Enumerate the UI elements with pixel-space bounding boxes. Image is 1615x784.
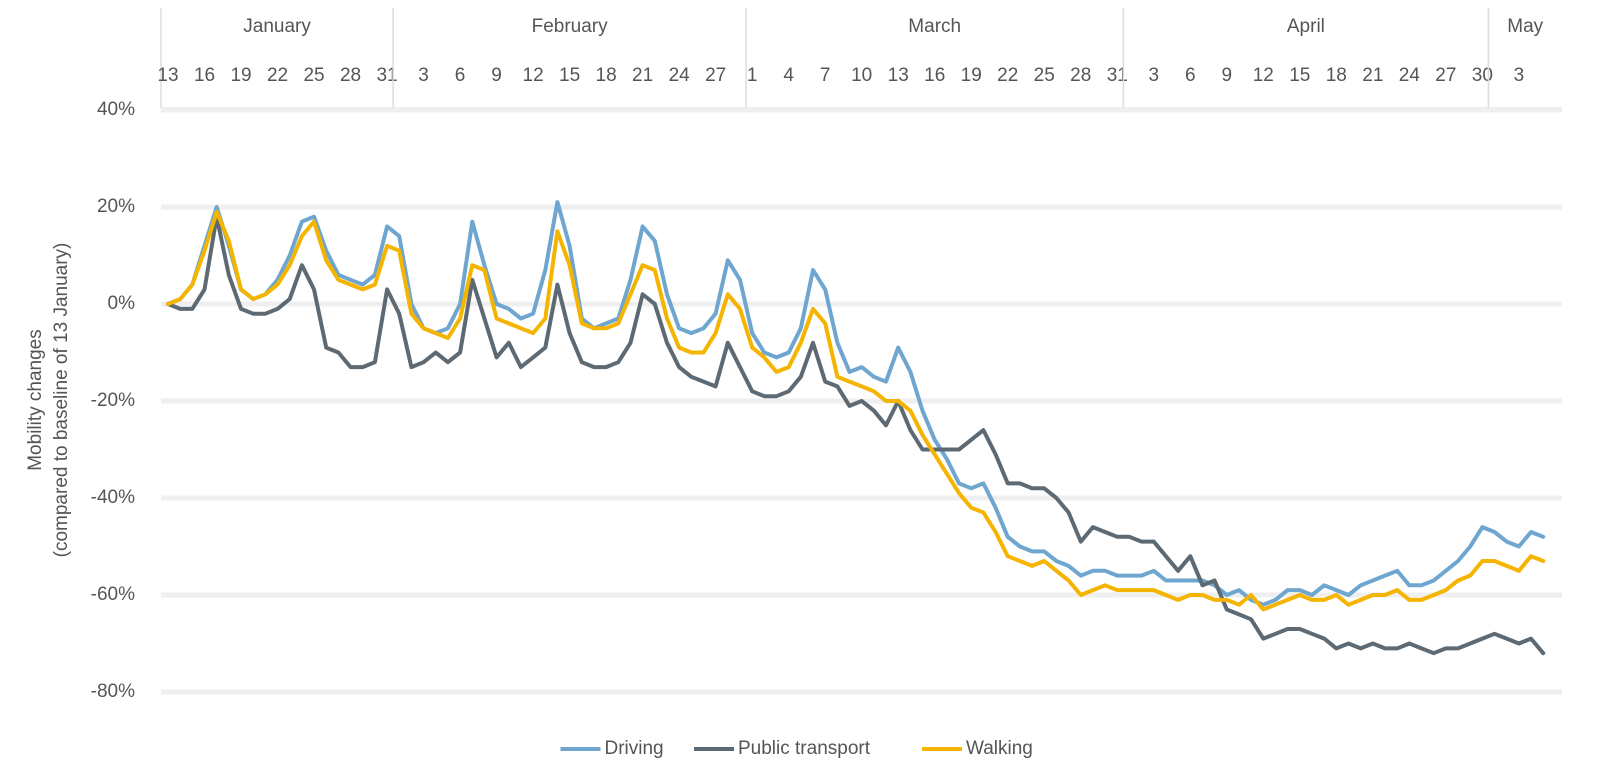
x-tick-label: 9 bbox=[1222, 65, 1233, 86]
y-tick-label: 0% bbox=[108, 293, 136, 314]
x-tick-label: 3 bbox=[1514, 65, 1525, 86]
x-tick-label: 21 bbox=[632, 65, 653, 86]
x-tick-label: 18 bbox=[1326, 65, 1347, 86]
x-tick-label: 1 bbox=[747, 65, 758, 86]
y-axis-title: Mobility changes bbox=[25, 329, 46, 471]
y-tick-label: 20% bbox=[97, 196, 135, 217]
month-label: April bbox=[1287, 16, 1325, 37]
x-tick-label: 6 bbox=[1185, 65, 1196, 86]
x-tick-label: 28 bbox=[1070, 65, 1091, 86]
x-tick-label: 13 bbox=[157, 65, 178, 86]
x-tick-label: 27 bbox=[705, 65, 726, 86]
x-tick-label: 13 bbox=[888, 65, 909, 86]
x-tick-label: 27 bbox=[1435, 65, 1456, 86]
data-line bbox=[166, 200, 1546, 607]
x-tick-label: 10 bbox=[851, 65, 872, 86]
x-tick-label: 30 bbox=[1472, 65, 1493, 86]
x-tick-label: 16 bbox=[924, 65, 945, 86]
x-tick-label: 19 bbox=[230, 65, 251, 86]
y-tick-label: -20% bbox=[91, 390, 135, 411]
x-tick-label: 19 bbox=[961, 65, 982, 86]
x-tick-label: 18 bbox=[596, 65, 617, 86]
x-tick-label: 31 bbox=[376, 65, 397, 86]
data-line bbox=[166, 209, 1546, 612]
y-tick-label: -80% bbox=[91, 681, 135, 702]
x-tick-label: 25 bbox=[303, 65, 324, 86]
x-tick-label: 24 bbox=[1399, 65, 1421, 86]
x-tick-label: 9 bbox=[491, 65, 502, 86]
x-tick-label: 24 bbox=[669, 65, 691, 86]
x-tick-label: 28 bbox=[340, 65, 361, 86]
x-tick-label: 21 bbox=[1362, 65, 1383, 86]
month-label: February bbox=[532, 16, 609, 37]
month-label: May bbox=[1507, 16, 1543, 37]
y-tick-label: -60% bbox=[91, 584, 135, 605]
y-tick-label: 40% bbox=[97, 99, 135, 120]
legend-label: Driving bbox=[605, 738, 664, 759]
y-axis-title: (compared to baseline of 13 January) bbox=[51, 243, 72, 558]
x-tick-label: 31 bbox=[1107, 65, 1128, 86]
x-tick-label: 7 bbox=[820, 65, 831, 86]
x-tick-label: 22 bbox=[267, 65, 288, 86]
month-label: January bbox=[243, 16, 311, 37]
x-tick-label: 4 bbox=[783, 65, 794, 86]
x-tick-label: 16 bbox=[194, 65, 215, 86]
y-tick-label: -40% bbox=[91, 487, 135, 508]
x-tick-label: 6 bbox=[455, 65, 466, 86]
x-tick-label: 12 bbox=[523, 65, 544, 86]
x-tick-label: 15 bbox=[559, 65, 580, 86]
data-line bbox=[166, 214, 1546, 656]
legend-label: Public transport bbox=[738, 738, 871, 759]
x-tick-label: 22 bbox=[997, 65, 1018, 86]
x-tick-label: 15 bbox=[1289, 65, 1310, 86]
x-tick-label: 3 bbox=[418, 65, 429, 86]
month-label: March bbox=[908, 16, 961, 37]
legend-label: Walking bbox=[966, 738, 1033, 759]
x-tick-label: 25 bbox=[1034, 65, 1055, 86]
x-tick-label: 3 bbox=[1148, 65, 1159, 86]
x-tick-label: 12 bbox=[1253, 65, 1274, 86]
